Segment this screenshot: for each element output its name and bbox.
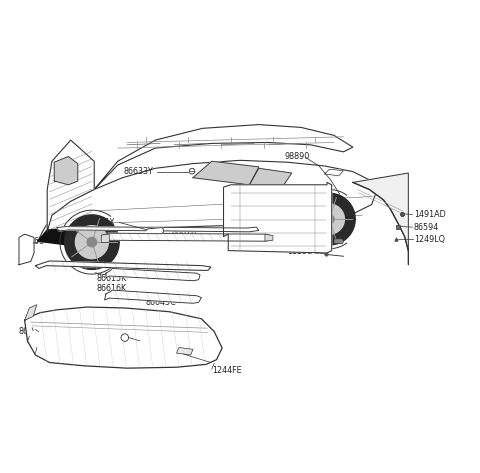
Text: 86635X: 86635X <box>85 218 115 227</box>
Polygon shape <box>24 307 222 368</box>
Polygon shape <box>104 233 271 242</box>
Text: 1125DG: 1125DG <box>287 247 320 256</box>
Polygon shape <box>324 169 344 176</box>
Polygon shape <box>193 161 259 185</box>
Polygon shape <box>177 348 193 355</box>
Text: 86615K: 86615K <box>96 274 127 283</box>
Polygon shape <box>36 261 211 271</box>
Polygon shape <box>94 124 353 190</box>
Polygon shape <box>224 183 332 253</box>
Polygon shape <box>353 173 408 265</box>
Polygon shape <box>106 269 200 280</box>
Polygon shape <box>87 237 96 247</box>
Polygon shape <box>75 226 108 259</box>
Polygon shape <box>265 234 273 241</box>
Polygon shape <box>334 239 344 244</box>
Text: 1491AD: 1491AD <box>414 210 446 219</box>
Text: 1249LQ: 1249LQ <box>414 235 445 244</box>
Text: 86616K: 86616K <box>96 284 127 293</box>
Polygon shape <box>65 215 119 270</box>
Text: 86593A: 86593A <box>28 339 59 348</box>
Text: 86594: 86594 <box>414 223 439 232</box>
Polygon shape <box>19 234 34 265</box>
Polygon shape <box>101 234 109 243</box>
Polygon shape <box>47 140 94 232</box>
Polygon shape <box>38 160 376 241</box>
Polygon shape <box>57 227 259 232</box>
Polygon shape <box>147 228 163 234</box>
Text: 14160: 14160 <box>19 236 44 245</box>
Circle shape <box>189 168 195 174</box>
Text: 86590: 86590 <box>141 336 167 345</box>
Text: 86610: 86610 <box>37 350 62 359</box>
Polygon shape <box>54 157 78 185</box>
Polygon shape <box>105 290 202 303</box>
Circle shape <box>121 334 129 342</box>
Text: 1244FE: 1244FE <box>212 366 241 375</box>
Polygon shape <box>250 168 292 187</box>
Text: 86633Y: 86633Y <box>123 167 153 176</box>
Polygon shape <box>24 305 37 320</box>
Polygon shape <box>314 204 344 234</box>
Text: 86620: 86620 <box>172 228 197 237</box>
Polygon shape <box>324 214 334 224</box>
Text: 98890: 98890 <box>285 152 310 161</box>
Polygon shape <box>303 193 355 245</box>
Text: 86630: 86630 <box>235 212 260 221</box>
Polygon shape <box>38 229 85 246</box>
Text: 86645C: 86645C <box>146 298 177 307</box>
Text: 86142D: 86142D <box>19 327 50 336</box>
